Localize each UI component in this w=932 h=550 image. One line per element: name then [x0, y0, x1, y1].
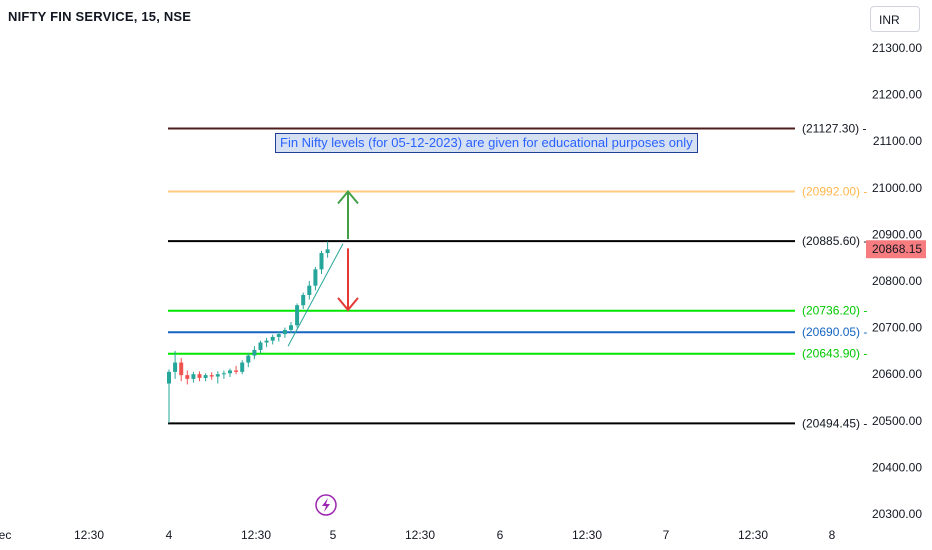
x-tick-label: 7: [663, 528, 670, 542]
candle-body: [185, 375, 190, 379]
chart-title: NIFTY FIN SERVICE, 15, NSE: [8, 9, 192, 24]
candle-body: [209, 375, 214, 377]
x-tick-label: 5: [330, 528, 337, 542]
candle-body: [191, 374, 196, 379]
last-price-tag: [866, 240, 926, 259]
candle-body: [307, 285, 312, 295]
candle-body: [221, 373, 226, 375]
level-label: (20643.90) -: [802, 347, 867, 361]
level-label: (21127.30) -: [802, 121, 866, 135]
x-tick-label: 12:30: [241, 528, 271, 542]
x-tick-label: 6: [497, 528, 504, 542]
candle-body: [282, 329, 287, 335]
candle-body: [264, 340, 269, 343]
currency-button[interactable]: INR: [870, 6, 920, 32]
lightning-bolt: [322, 498, 330, 512]
x-tick-label: 12:30: [405, 528, 435, 542]
y-tick-label: 20700.00: [872, 321, 922, 335]
y-tick-label: 20800.00: [872, 274, 922, 288]
trendline-layer: [287, 243, 344, 347]
y-tick-label: 20300.00: [872, 507, 922, 521]
candle-body: [203, 375, 208, 378]
x-tick-label: 12:30: [74, 528, 104, 542]
candle-body: [270, 336, 275, 341]
y-tick-label: 21000.00: [872, 181, 922, 195]
price-axis[interactable]: 20300.00 20400.00 20500.00 20600.00 20700.00…: [866, 41, 926, 521]
candle-body: [234, 370, 239, 372]
candle-body: [179, 362, 184, 376]
candle-body: [325, 249, 330, 254]
candle-body: [173, 362, 178, 372]
candle-body: [313, 269, 318, 286]
candle-body: [319, 253, 324, 270]
candle-body: [167, 371, 171, 384]
level-label: (20736.20) -: [802, 304, 867, 318]
up-arrow-head: [337, 189, 359, 205]
candle-body: [215, 374, 220, 377]
x-tick-label: 8: [829, 528, 836, 542]
trendline: [287, 243, 344, 347]
annotation-text[interactable]: Fin Nifty levels (for 05-12-2023) are gi…: [275, 133, 698, 153]
candle-body: [258, 342, 263, 350]
y-tick-label: 20900.00: [872, 227, 922, 241]
y-tick-label: 21200.00: [872, 88, 922, 102]
event-marker[interactable]: [315, 494, 337, 516]
y-tick-label: 20500.00: [872, 414, 922, 428]
y-tick-label: 20600.00: [872, 367, 922, 381]
x-tick-label: 4: [166, 528, 173, 542]
level-lines: (21127.30) - (20992.00) - (20885.60) - (207…: [168, 121, 867, 430]
candle-body: [246, 355, 251, 363]
candle-body: [197, 374, 202, 378]
time-axis[interactable]: ec 12:30 4 12:30 5 12:30 6 12:30 7 12:30 8: [0, 528, 836, 542]
candle-body: [252, 349, 257, 356]
level-label: (20992.00) -: [802, 185, 867, 199]
last-price-label: 20868.15: [872, 242, 922, 256]
candle-body: [301, 294, 306, 306]
down-arrow-head: [337, 297, 359, 312]
candles-layer: [167, 241, 330, 424]
x-tick-label: 12:30: [738, 528, 768, 542]
candle-body: [276, 334, 281, 337]
level-label: (20885.60) -: [802, 234, 867, 248]
candle-body: [228, 370, 232, 374]
arrows-layer: [337, 189, 359, 312]
candle-body: [240, 362, 245, 372]
candle-body: [295, 305, 300, 326]
y-tick-label: 21100.00: [873, 134, 922, 148]
candle-body: [289, 325, 293, 330]
x-tick-label: ec: [0, 528, 11, 542]
level-label: (20690.05) -: [802, 325, 867, 339]
level-label: (20494.45) -: [802, 416, 867, 430]
y-tick-label: 20400.00: [872, 460, 922, 474]
y-tick-label: 21300.00: [872, 41, 922, 55]
x-tick-label: 12:30: [572, 528, 602, 542]
